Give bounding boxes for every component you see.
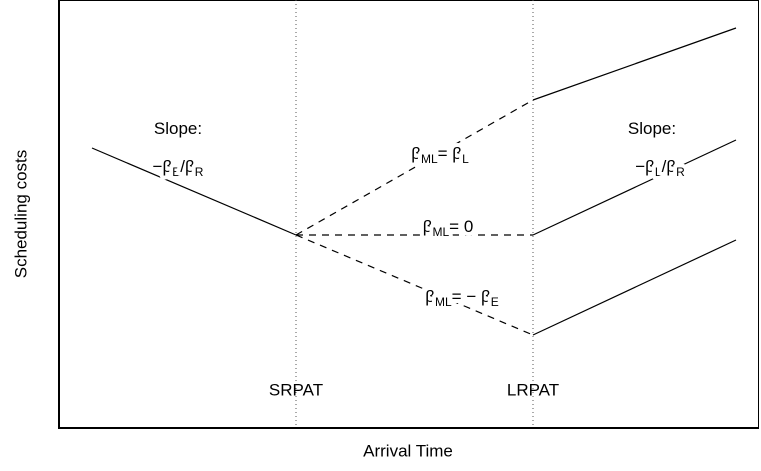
annotation: Slope:	[154, 119, 202, 138]
late-cost-middle	[532, 139, 737, 236]
x-axis-label: Arrival Time	[363, 441, 453, 460]
dashed-upper	[295, 99, 534, 236]
subscript: E	[172, 165, 180, 179]
annotation-text: = 0	[449, 217, 473, 236]
late-cost-lower	[532, 239, 737, 336]
annotation: −βL/βR	[635, 157, 685, 179]
marker-label: SRPAT	[269, 380, 323, 399]
marker-label: LRPAT	[507, 380, 559, 399]
annotation-text: β	[425, 287, 435, 306]
early-cost-line	[91, 147, 297, 236]
annotation-text: Slope:	[628, 119, 676, 138]
plot-frame	[58, 0, 759, 429]
annotation: Slope:	[628, 119, 676, 138]
subscript: ML	[433, 225, 450, 239]
annotation-text: = β	[438, 144, 463, 163]
subscript: R	[676, 165, 685, 179]
annotation: βML= βL	[411, 144, 469, 166]
annotation-text: −β	[635, 157, 655, 176]
annotation-text: = − β	[452, 287, 491, 306]
subscript: ML	[421, 152, 438, 166]
subscript: L	[462, 152, 469, 166]
subscript: ML	[435, 295, 452, 309]
annotation: βML= − βE	[425, 287, 499, 309]
y-axis-label: Scheduling costs	[11, 150, 30, 279]
annotation: βML= 0	[423, 217, 474, 239]
late-cost-upper	[532, 27, 737, 101]
annotation-text: Slope:	[154, 119, 202, 138]
annotation-text: /β	[180, 157, 195, 176]
annotation-text: /β	[662, 157, 677, 176]
annotation-text: −β	[153, 157, 173, 176]
annotation: −βE/βR	[153, 157, 204, 179]
subscript: E	[491, 295, 499, 309]
annotation-text: β	[423, 217, 433, 236]
dashed-lower	[295, 234, 534, 336]
annotation-text: β	[411, 144, 421, 163]
subscript: R	[195, 165, 204, 179]
